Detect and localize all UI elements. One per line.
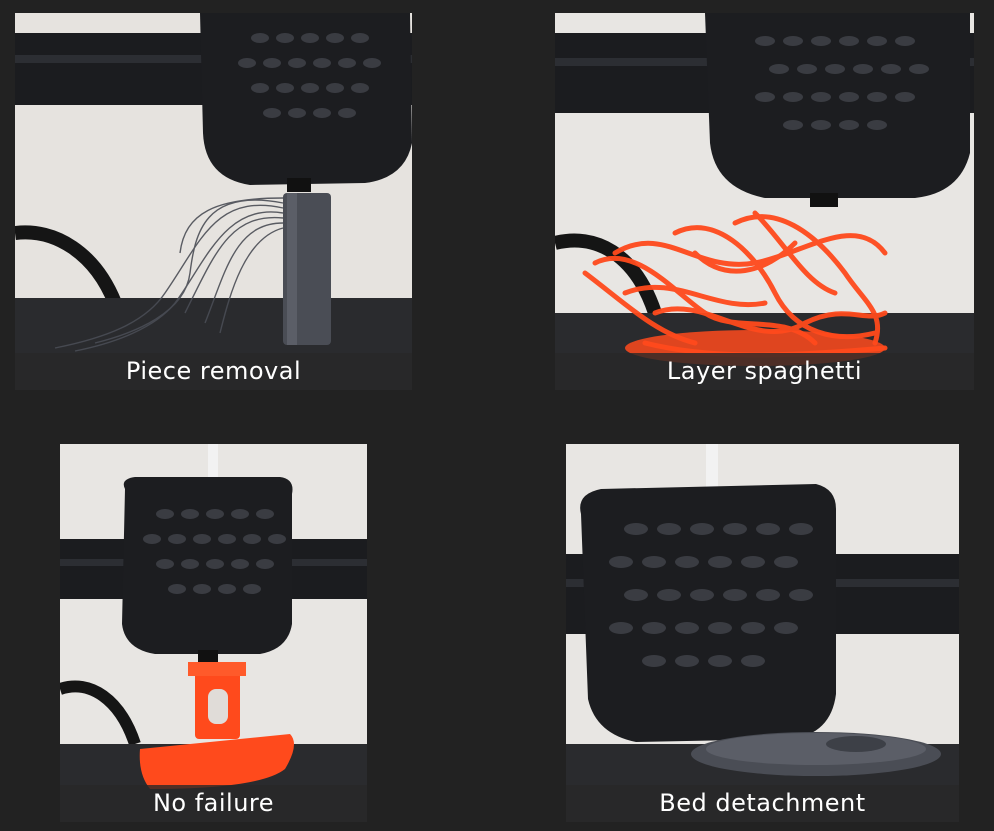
photo-no-failure (60, 444, 367, 822)
photo-piece-removal (15, 13, 412, 390)
photo-layer-spaghetti (555, 13, 974, 390)
caption-layer-spaghetti: Layer spaghetti (555, 353, 974, 390)
image-panel-no-failure: No failure (60, 444, 367, 822)
image-panel-bed-detachment: Bed detachment (566, 444, 959, 822)
caption-no-failure: No failure (60, 785, 367, 822)
photo-bed-detachment (566, 444, 959, 822)
image-panel-piece-removal: Piece removal (15, 13, 412, 390)
caption-bed-detachment: Bed detachment (566, 785, 959, 822)
caption-piece-removal: Piece removal (15, 353, 412, 390)
image-panel-layer-spaghetti: Layer spaghetti (555, 13, 974, 390)
